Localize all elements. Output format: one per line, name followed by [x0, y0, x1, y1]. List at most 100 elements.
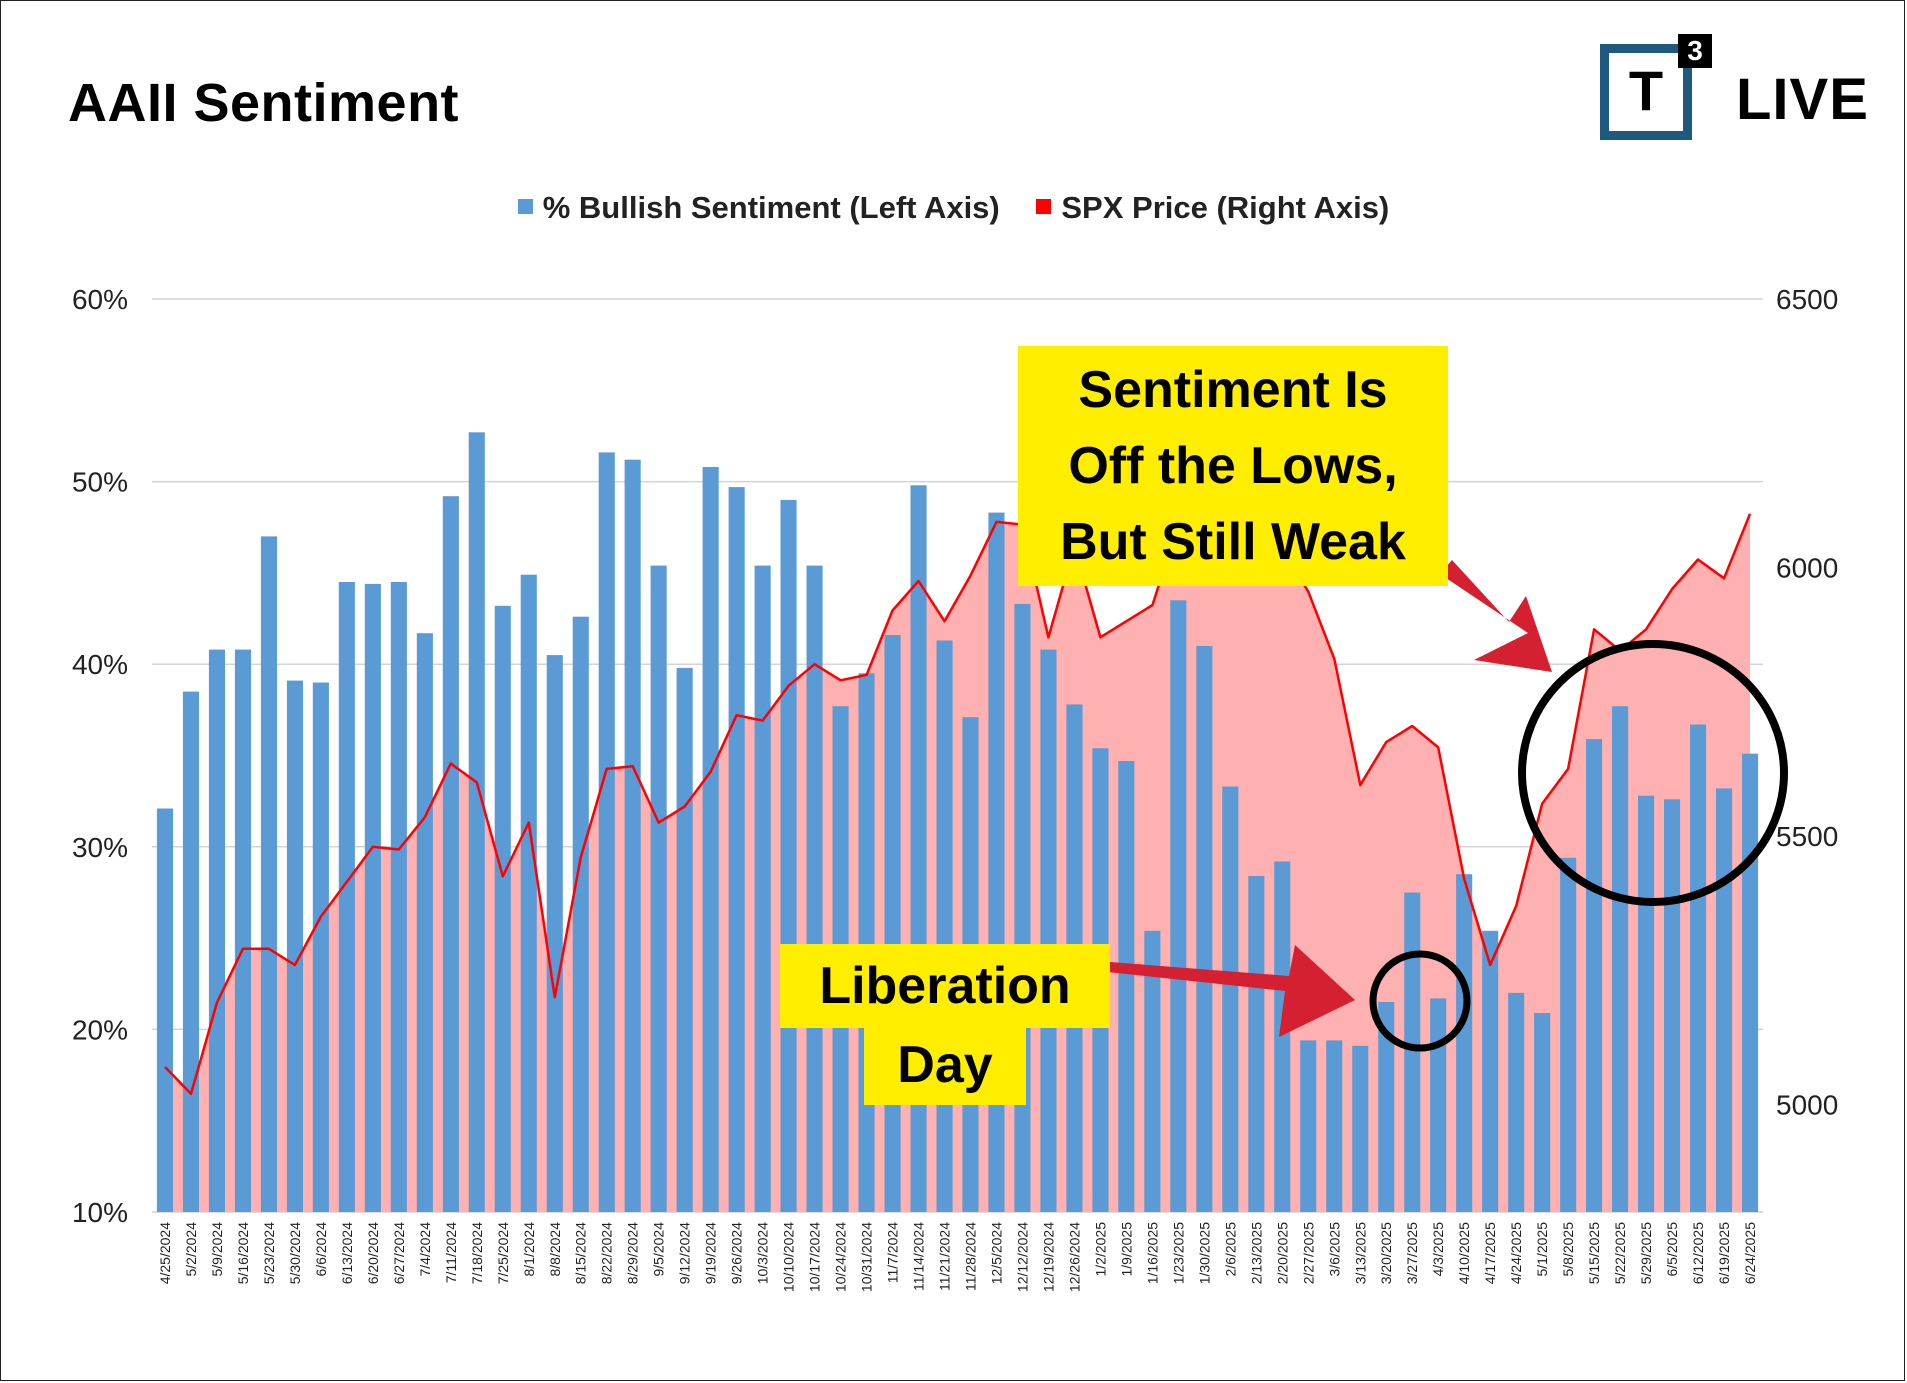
bullish-bar	[1664, 799, 1681, 1212]
bullish-bar	[1612, 706, 1629, 1212]
x-tick-label: 5/23/2024	[261, 1222, 277, 1284]
x-tick-label: 6/12/2025	[1690, 1222, 1706, 1284]
bullish-bar	[884, 635, 901, 1212]
liberation-callout-line-1: Liberation	[780, 944, 1110, 1028]
bullish-bar	[780, 499, 797, 1212]
x-tick-label: 6/5/2025	[1664, 1222, 1680, 1277]
bullish-bar	[572, 616, 589, 1212]
x-tick-label: 3/20/2025	[1378, 1222, 1394, 1284]
bullish-bar	[1196, 645, 1213, 1212]
x-tick-label: 10/3/2024	[755, 1222, 771, 1284]
bullish-bar	[1144, 930, 1161, 1212]
x-tick-label: 5/15/2025	[1586, 1222, 1602, 1284]
legend-item-bullish: % Bullish Sentiment (Left Axis)	[517, 190, 1000, 226]
bullish-bar	[1248, 876, 1265, 1212]
circle-recent	[1518, 640, 1788, 906]
bullish-bar	[1742, 753, 1759, 1212]
left-tick-label: 30%	[72, 832, 128, 863]
x-tick-label: 6/27/2024	[391, 1222, 407, 1284]
left-tick-label: 50%	[72, 467, 128, 498]
bullish-bar	[988, 512, 1005, 1212]
x-tick-label: 9/5/2024	[651, 1222, 667, 1277]
x-tick-label: 4/17/2025	[1482, 1222, 1498, 1284]
x-tick-label: 11/21/2024	[937, 1222, 953, 1291]
x-tick-label: 7/18/2024	[469, 1222, 485, 1284]
left-tick-label: 40%	[72, 649, 128, 680]
bullish-bar	[546, 655, 563, 1212]
bullish-bar	[1014, 603, 1031, 1212]
x-tick-label: 2/6/2025	[1222, 1222, 1238, 1277]
chart-legend: % Bullish Sentiment (Left Axis) SPX Pric…	[0, 190, 1907, 226]
x-tick-label: 9/12/2024	[677, 1222, 693, 1284]
x-tick-label: 12/12/2024	[1014, 1222, 1030, 1292]
x-tick-label: 5/2/2024	[183, 1222, 199, 1277]
x-tick-label: 4/10/2025	[1456, 1222, 1472, 1284]
legend-swatch-bullish	[517, 199, 533, 215]
sentiment-callout-line-3: But Still Weak	[1060, 513, 1406, 571]
bullish-bar	[1222, 786, 1239, 1212]
right-tick-label: 5000	[1776, 1090, 1838, 1121]
bullish-bar	[1716, 788, 1733, 1212]
x-tick-label: 4/24/2025	[1508, 1222, 1524, 1284]
x-tick-label: 10/31/2024	[859, 1222, 875, 1292]
x-tick-label: 1/9/2025	[1118, 1222, 1134, 1277]
x-tick-label: 6/20/2024	[365, 1222, 381, 1284]
bullish-bar	[702, 467, 719, 1212]
circle-liberation	[1369, 950, 1471, 1052]
x-tick-label: 1/23/2025	[1170, 1222, 1186, 1284]
x-tick-label: 7/4/2024	[417, 1222, 433, 1277]
sentiment-callout-line-1: Sentiment Is	[1078, 361, 1388, 419]
bullish-bar	[1118, 761, 1135, 1212]
spx-line	[164, 513, 1752, 1096]
logo-text: LIVE	[1736, 67, 1869, 132]
arrow-sentiment	[1440, 560, 1552, 672]
x-tick-label: 1/30/2025	[1196, 1222, 1212, 1284]
x-tick-label: 6/24/2025	[1742, 1222, 1758, 1284]
bullish-bar	[936, 640, 953, 1212]
x-tick-label: 12/26/2024	[1066, 1222, 1082, 1292]
bullish-bar	[1690, 724, 1707, 1212]
bullish-bar	[1040, 649, 1057, 1212]
x-tick-label: 8/8/2024	[547, 1222, 563, 1277]
right-tick-label: 5500	[1776, 821, 1838, 852]
bullish-bar	[364, 583, 381, 1212]
bullish-bar	[1560, 857, 1577, 1212]
bullish-bar	[754, 565, 771, 1212]
liberation-callout-line-2: Day	[864, 1025, 1026, 1105]
x-tick-label: 10/24/2024	[833, 1222, 849, 1292]
x-tick-label: 3/13/2025	[1352, 1222, 1368, 1284]
right-tick-label: 6500	[1776, 284, 1838, 315]
x-tick-label: 11/14/2024	[911, 1222, 927, 1291]
x-tick-label: 6/13/2024	[339, 1222, 355, 1284]
x-tick-label: 1/2/2025	[1092, 1222, 1108, 1277]
x-tick-label: 5/16/2024	[235, 1222, 251, 1284]
x-tick-label: 10/17/2024	[807, 1222, 823, 1292]
bullish-bar	[1170, 600, 1187, 1212]
bullish-bar	[1482, 930, 1499, 1212]
x-tick-label: 12/19/2024	[1040, 1222, 1056, 1292]
bullish-bar	[624, 459, 641, 1212]
bullish-bar	[416, 633, 433, 1212]
legend-label-bullish: % Bullish Sentiment (Left Axis)	[542, 190, 1000, 225]
bullish-bar	[312, 682, 329, 1212]
bullish-bar	[442, 496, 459, 1212]
x-tick-label: 10/10/2024	[781, 1222, 797, 1292]
bullish-bar	[1352, 1045, 1369, 1212]
x-tick-label: 12/5/2024	[988, 1222, 1004, 1284]
x-tick-label: 11/28/2024	[962, 1222, 978, 1291]
x-tick-label: 5/9/2024	[209, 1222, 225, 1277]
bullish-bar	[338, 582, 355, 1212]
x-tick-label: 4/25/2024	[157, 1222, 173, 1284]
x-tick-label: 11/7/2024	[885, 1222, 901, 1283]
bullish-bar	[1430, 998, 1447, 1212]
left-tick-label: 20%	[72, 1014, 128, 1045]
x-tick-label: 6/6/2024	[313, 1222, 329, 1277]
x-tick-label: 8/1/2024	[521, 1222, 537, 1277]
x-tick-label: 7/25/2024	[495, 1222, 511, 1284]
bullish-bar	[1300, 1040, 1317, 1212]
x-tick-label: 7/11/2024	[443, 1222, 459, 1283]
t3-live-logo: T 3 LIVE	[1600, 34, 1880, 152]
bullish-bar	[234, 649, 251, 1212]
